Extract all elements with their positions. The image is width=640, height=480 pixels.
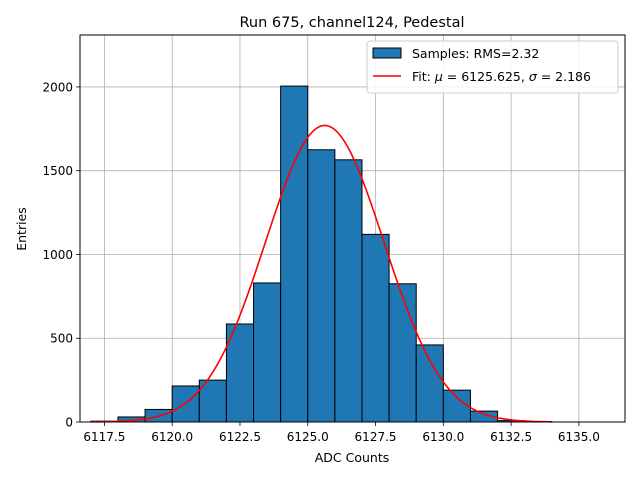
- y-tick-label: 500: [50, 332, 73, 346]
- legend-histogram-label: Samples: RMS=2.32: [412, 46, 539, 61]
- plot-frame: [79, 34, 626, 423]
- histogram-bar: [307, 149, 336, 423]
- histogram-bar: [253, 282, 282, 423]
- histogram-bar: [361, 233, 390, 423]
- x-tick-label: 6117.5: [83, 430, 125, 444]
- y-tick-label: 1500: [42, 164, 73, 178]
- chart-title: Run 675, channel124, Pedestal: [239, 15, 464, 31]
- histogram-bars: [90, 85, 553, 423]
- y-axis-ticks: 0 500 1000 1500 2000: [42, 80, 80, 430]
- y-axis-label: Entries: [14, 207, 29, 251]
- x-axis-ticks: 6117.5 6120.0 6122.5 6125.0 6127.5 6130.0 6132…: [83, 422, 600, 444]
- x-tick-label: 6125.0: [287, 430, 329, 444]
- x-tick-label: 6120.0: [151, 430, 193, 444]
- histogram-bar: [225, 323, 255, 423]
- histogram-bar: [198, 379, 227, 423]
- legend-fit-label: Fit: μ = 6125.625, σ = 2.186: [412, 69, 591, 84]
- y-tick-label: 1000: [42, 248, 73, 262]
- fit-curve: [90, 124, 552, 423]
- y-tick-label: 2000: [42, 80, 73, 94]
- x-tick-label: 6135.0: [558, 430, 600, 444]
- histogram-bar: [415, 344, 444, 423]
- histogram-bar: [280, 85, 309, 423]
- x-tick-label: 6130.0: [422, 430, 464, 444]
- histogram-bar: [334, 159, 363, 423]
- legend: Samples: RMS=2.32 Fit: μ = 6125.625, σ =…: [366, 40, 619, 94]
- x-axis-label: ADC Counts: [315, 450, 390, 465]
- histogram-bar: [442, 389, 471, 423]
- x-tick-label: 6132.5: [490, 430, 532, 444]
- x-tick-label: 6127.5: [355, 430, 397, 444]
- legend-box: [366, 40, 619, 94]
- legend-histogram-swatch: [372, 47, 402, 59]
- y-tick-label: 0: [65, 416, 73, 430]
- histogram-bar: [388, 283, 417, 423]
- x-tick-label: 6122.5: [219, 430, 261, 444]
